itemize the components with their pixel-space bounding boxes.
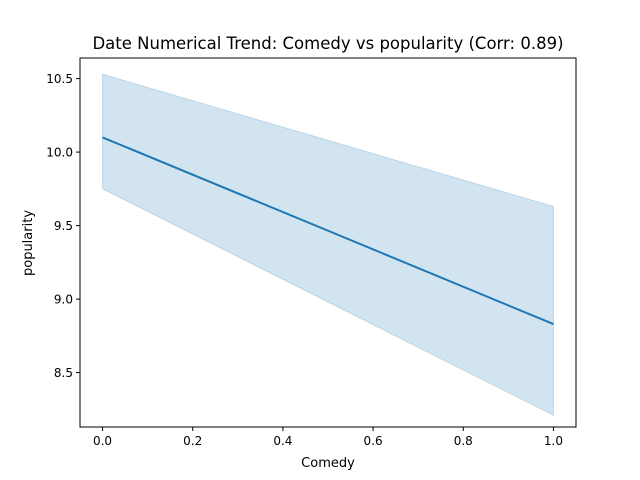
x-tick-label: 1.0: [544, 434, 563, 448]
axes-frame: [79, 57, 577, 428]
x-tick-label: 0.4: [273, 434, 292, 448]
trend-line: [102, 136, 554, 326]
confidence-band: [102, 73, 554, 417]
y-tick-label: 9.5: [54, 219, 73, 233]
x-tick-label: 0.0: [93, 434, 112, 448]
plot-area: [102, 73, 554, 417]
y-axis-ticks: 8.5 9.0 9.5 10.0 10.5: [46, 72, 80, 380]
x-axis-label: Comedy: [301, 456, 355, 471]
x-tick-label: 0.2: [183, 434, 202, 448]
x-tick-label: 0.6: [364, 434, 383, 448]
y-tick-label: 8.5: [54, 366, 73, 380]
y-tick-label: 10.0: [46, 146, 73, 160]
x-tick-label: 0.8: [454, 434, 473, 448]
x-axis-ticks: 0.0 0.2 0.4 0.6 0.8 1.0: [93, 427, 563, 448]
y-axis-label: popularity: [21, 210, 36, 276]
y-tick-label: 9.0: [54, 293, 73, 307]
y-tick-label: 10.5: [46, 72, 73, 86]
chart-title: Date Numerical Trend: Comedy vs populari…: [92, 34, 563, 53]
